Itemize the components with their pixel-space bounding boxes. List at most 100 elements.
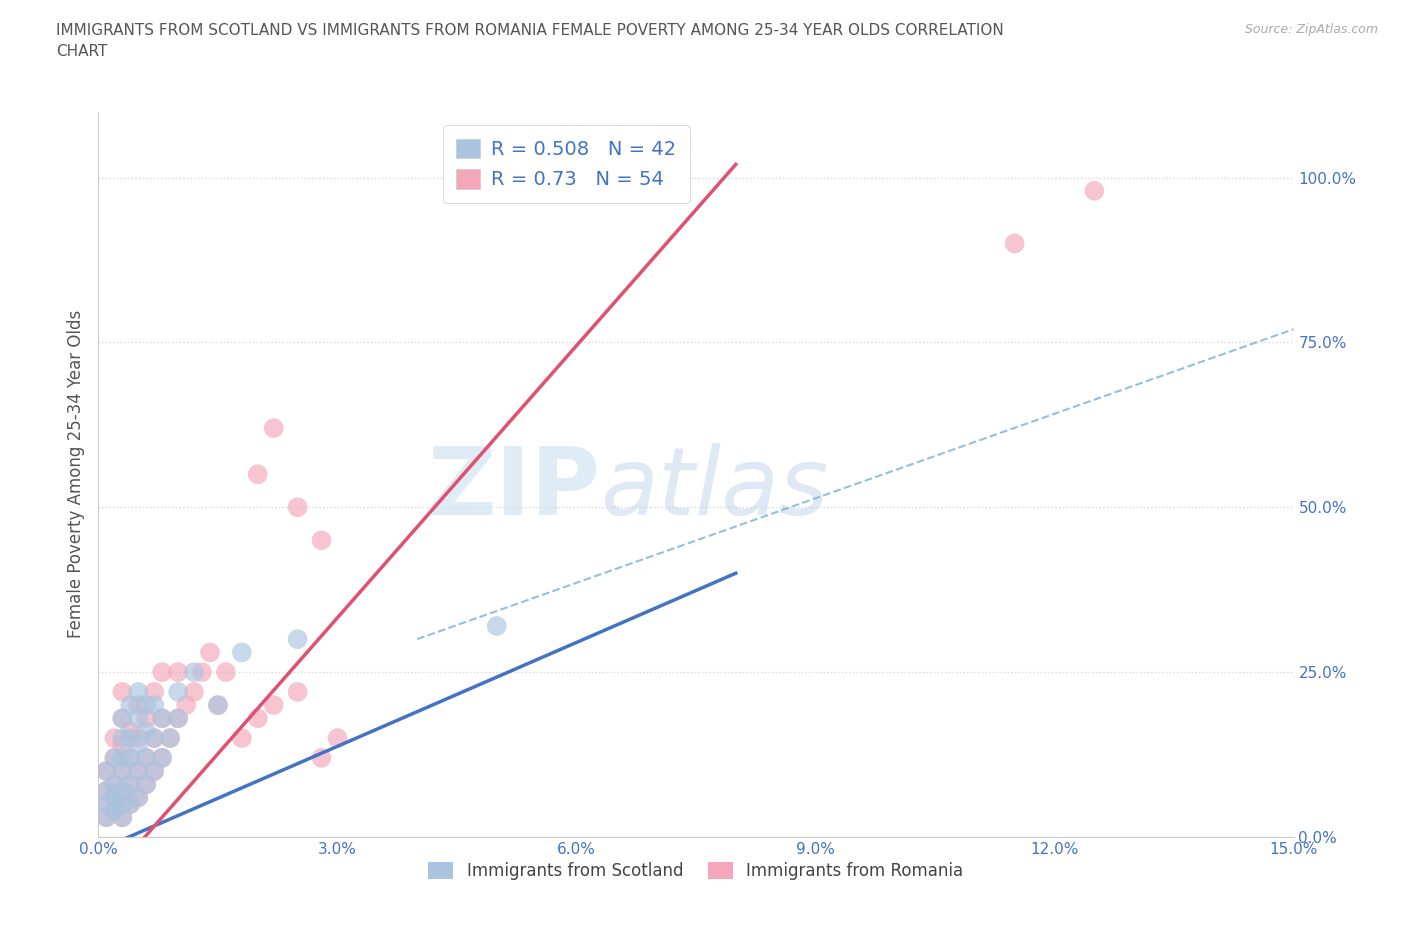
Point [191,665,214,680]
Point [120,698,142,712]
Point [127,764,149,778]
Point [311,751,333,765]
Point [143,731,166,746]
Point [127,711,149,725]
Point [135,777,157,791]
Point [135,698,157,712]
Y-axis label: Female Poverty Among 25-34 Year Olds: Female Poverty Among 25-34 Year Olds [66,311,84,638]
Point [231,644,253,659]
Point [246,711,269,725]
Point [143,764,166,778]
Point [183,665,205,680]
Point [111,751,134,765]
Text: IMMIGRANTS FROM SCOTLAND VS IMMIGRANTS FROM ROMANIA FEMALE POVERTY AMONG 25-34 Y: IMMIGRANTS FROM SCOTLAND VS IMMIGRANTS F… [56,23,1004,60]
Point [143,764,166,778]
Point [127,698,149,712]
Point [127,737,149,752]
Point [103,751,125,765]
Point [120,751,142,765]
Point [287,631,309,646]
Point [127,790,149,804]
Point [103,804,125,818]
Point [159,731,181,746]
Point [143,731,166,746]
Point [311,533,333,548]
Point [96,797,118,812]
Point [246,467,269,482]
Point [111,764,134,778]
Point [207,698,229,712]
Point [1083,183,1105,198]
Point [96,783,118,798]
Point [111,797,134,812]
Point [96,764,118,778]
Point [127,790,149,804]
Point [287,684,309,699]
Point [143,698,166,712]
Point [96,783,118,798]
Point [326,731,349,746]
Point [159,731,181,746]
Point [103,790,125,804]
Point [215,665,238,680]
Point [103,777,125,791]
Point [167,711,190,725]
Text: atlas: atlas [600,444,828,535]
Point [135,777,157,791]
Point [263,420,285,435]
Legend: Immigrants from Scotland, Immigrants from Romania: Immigrants from Scotland, Immigrants fro… [422,856,970,886]
Point [263,698,285,712]
Point [120,751,142,765]
Point [150,665,173,680]
Point [111,711,134,725]
Point [103,804,125,818]
Point [150,711,173,725]
Point [111,737,134,752]
Point [167,711,190,725]
Point [207,698,229,712]
Point [135,751,157,765]
Point [111,797,134,812]
Point [120,731,142,746]
Point [96,810,118,825]
Point [120,777,142,791]
Point [135,724,157,739]
Point [103,790,125,804]
Point [150,711,173,725]
Point [287,499,309,514]
Point [167,684,190,699]
Point [1004,236,1026,251]
Point [120,724,142,739]
Point [174,698,197,712]
Point [103,731,125,746]
Point [231,731,253,746]
Point [111,810,134,825]
Point [103,777,125,791]
Point [150,751,173,765]
Point [120,797,142,812]
Point [167,665,190,680]
Point [485,618,508,633]
Point [111,684,134,699]
Point [198,644,221,659]
Point [183,684,205,699]
Point [120,777,142,791]
Point [150,751,173,765]
Point [111,731,134,746]
Point [96,764,118,778]
Point [143,684,166,699]
Point [135,751,157,765]
Point [111,783,134,798]
Point [135,711,157,725]
Point [127,731,149,746]
Point [127,764,149,778]
Point [127,684,149,699]
Point [103,751,125,765]
Point [111,711,134,725]
Point [111,764,134,778]
Point [120,797,142,812]
Point [111,810,134,825]
Point [111,783,134,798]
Point [96,810,118,825]
Point [96,797,118,812]
